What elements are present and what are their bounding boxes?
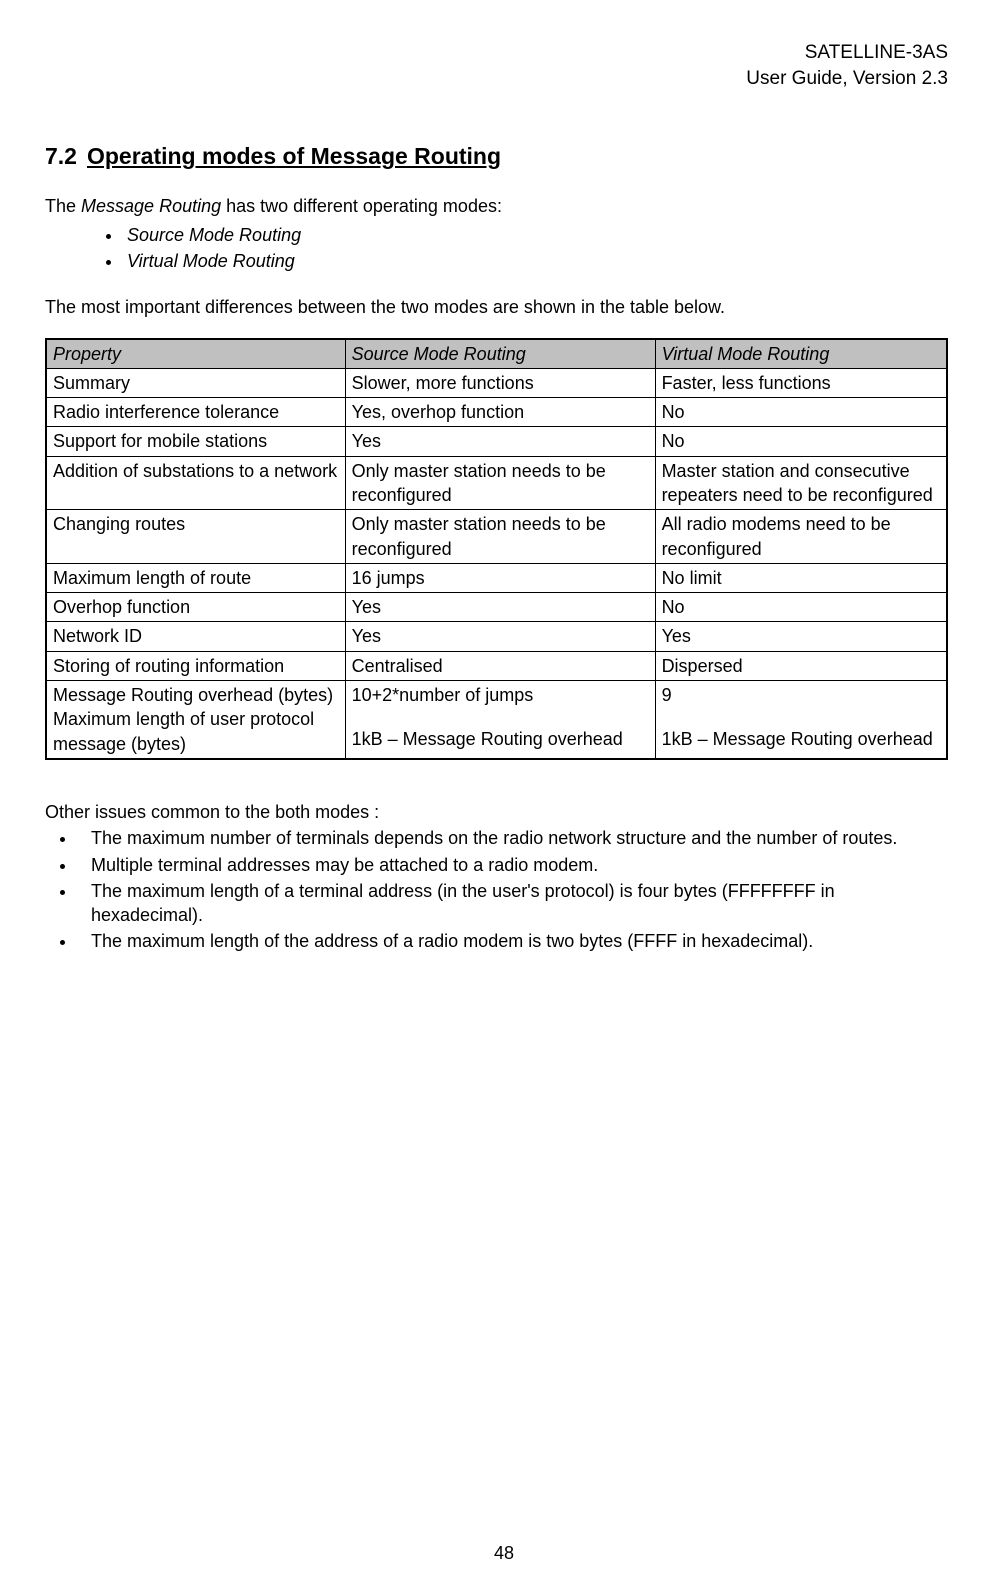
table-row: Changing routes Only master station need… (46, 510, 947, 564)
table-cell: 10+2*number of jumps 1kB – Message Routi… (345, 681, 655, 759)
table-cell: 9 1kB – Message Routing overhead (655, 681, 947, 759)
other-intro: Other issues common to the both modes : (45, 800, 948, 824)
list-item: Multiple terminal addresses may be attac… (77, 853, 948, 877)
table-cell: Yes (655, 622, 947, 651)
header-product: SATELLINE-3AS (45, 40, 948, 66)
table-cell: Yes (345, 622, 655, 651)
table-cell: Network ID (46, 622, 345, 651)
table-row: Network ID Yes Yes (46, 622, 947, 651)
modes-list: Source Mode Routing Virtual Mode Routing (45, 223, 948, 274)
list-item: Source Mode Routing (123, 223, 948, 247)
table-cell: Radio interference tolerance (46, 398, 345, 427)
table-cell: Faster, less functions (655, 368, 947, 397)
table-cell: Addition of substations to a network (46, 456, 345, 510)
table-row: Radio interference tolerance Yes, overho… (46, 398, 947, 427)
table-cell: Storing of routing information (46, 651, 345, 680)
table-cell: Changing routes (46, 510, 345, 564)
table-cell: Centralised (345, 651, 655, 680)
table-cell: Message Routing overhead (bytes) Maximum… (46, 681, 345, 759)
cell-line: 1kB – Message Routing overhead (662, 727, 940, 751)
section-heading: 7.2 Operating modes of Message Routing (45, 141, 948, 172)
table-cell: Maximum length of route (46, 563, 345, 592)
table-row: Message Routing overhead (bytes) Maximum… (46, 681, 947, 759)
list-item: The maximum length of the address of a r… (77, 929, 948, 953)
intro-suffix: has two different operating modes: (221, 196, 502, 216)
table-cell: No (655, 398, 947, 427)
list-item: The maximum length of a terminal address… (77, 879, 948, 928)
table-row: Storing of routing information Centralis… (46, 651, 947, 680)
table-header-cell: Source Mode Routing (345, 339, 655, 369)
table-cell: Dispersed (655, 651, 947, 680)
cell-line: 1kB – Message Routing overhead (352, 727, 649, 751)
cell-line: 9 (662, 683, 940, 707)
intro-italic: Message Routing (81, 196, 221, 216)
page-number: 48 (0, 1541, 1008, 1565)
table-cell: Only master station needs to be reconfig… (345, 456, 655, 510)
table-row: Addition of substations to a network Onl… (46, 456, 947, 510)
section-number: 7.2 (45, 141, 77, 172)
page-header: SATELLINE-3AS User Guide, Version 2.3 (45, 40, 948, 91)
table-cell: Master station and consecutive repeaters… (655, 456, 947, 510)
table-cell: No limit (655, 563, 947, 592)
table-cell: Yes, overhop function (345, 398, 655, 427)
section-title: Operating modes of Message Routing (87, 143, 501, 169)
table-row: Support for mobile stations Yes No (46, 427, 947, 456)
table-cell: Summary (46, 368, 345, 397)
table-row: Summary Slower, more functions Faster, l… (46, 368, 947, 397)
list-item: Virtual Mode Routing (123, 249, 948, 273)
table-cell: Slower, more functions (345, 368, 655, 397)
header-guide: User Guide, Version 2.3 (45, 66, 948, 92)
table-cell: No (655, 427, 947, 456)
cell-line: Maximum length of user protocol message … (53, 707, 339, 756)
table-cell: Yes (345, 593, 655, 622)
table-cell: Support for mobile stations (46, 427, 345, 456)
table-row: Overhop function Yes No (46, 593, 947, 622)
table-row: Maximum length of route 16 jumps No limi… (46, 563, 947, 592)
table-cell: No (655, 593, 947, 622)
table-cell: Yes (345, 427, 655, 456)
table-cell: All radio modems need to be reconfigured (655, 510, 947, 564)
cell-line: 10+2*number of jumps (352, 683, 649, 707)
table-header-cell: Property (46, 339, 345, 369)
table-cell: Only master station needs to be reconfig… (345, 510, 655, 564)
table-cell: Overhop function (46, 593, 345, 622)
table-cell: 16 jumps (345, 563, 655, 592)
intro-paragraph: The Message Routing has two different op… (45, 194, 948, 218)
cell-line: Message Routing overhead (bytes) (53, 683, 339, 707)
intro-prefix: The (45, 196, 81, 216)
between-paragraph: The most important differences between t… (45, 295, 948, 319)
comparison-table: Property Source Mode Routing Virtual Mod… (45, 338, 948, 760)
table-header-cell: Virtual Mode Routing (655, 339, 947, 369)
other-issues-list: The maximum number of terminals depends … (45, 826, 948, 953)
table-header-row: Property Source Mode Routing Virtual Mod… (46, 339, 947, 369)
list-item: The maximum number of terminals depends … (77, 826, 948, 850)
